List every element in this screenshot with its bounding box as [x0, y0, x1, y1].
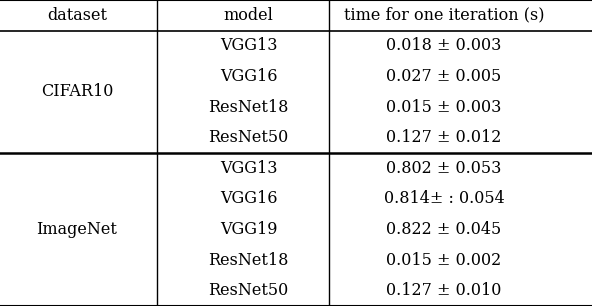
Text: ResNet50: ResNet50 [208, 282, 289, 299]
Text: VGG13: VGG13 [220, 37, 278, 54]
Text: 0.802 ± 0.053: 0.802 ± 0.053 [387, 160, 501, 177]
Text: VGG16: VGG16 [220, 68, 278, 85]
Text: 0.015 ± 0.002: 0.015 ± 0.002 [387, 252, 501, 269]
Text: CIFAR10: CIFAR10 [41, 83, 113, 100]
Text: ResNet18: ResNet18 [208, 252, 289, 269]
Text: VGG13: VGG13 [220, 160, 278, 177]
Text: 0.127 ± 0.012: 0.127 ± 0.012 [387, 129, 501, 146]
Text: dataset: dataset [47, 7, 107, 24]
Text: ResNet50: ResNet50 [208, 129, 289, 146]
Text: 0.027 ± 0.005: 0.027 ± 0.005 [387, 68, 501, 85]
Text: 0.814± : 0.054: 0.814± : 0.054 [384, 190, 504, 207]
Text: VGG19: VGG19 [220, 221, 278, 238]
Text: 0.015 ± 0.003: 0.015 ± 0.003 [387, 99, 501, 116]
Text: 0.822 ± 0.045: 0.822 ± 0.045 [387, 221, 501, 238]
Text: VGG16: VGG16 [220, 190, 278, 207]
Text: ResNet18: ResNet18 [208, 99, 289, 116]
Text: ImageNet: ImageNet [37, 221, 117, 238]
Text: 0.127 ± 0.010: 0.127 ± 0.010 [387, 282, 501, 299]
Text: 0.018 ± 0.003: 0.018 ± 0.003 [387, 37, 501, 54]
Text: time for one iteration (s): time for one iteration (s) [344, 7, 544, 24]
Text: model: model [224, 7, 274, 24]
